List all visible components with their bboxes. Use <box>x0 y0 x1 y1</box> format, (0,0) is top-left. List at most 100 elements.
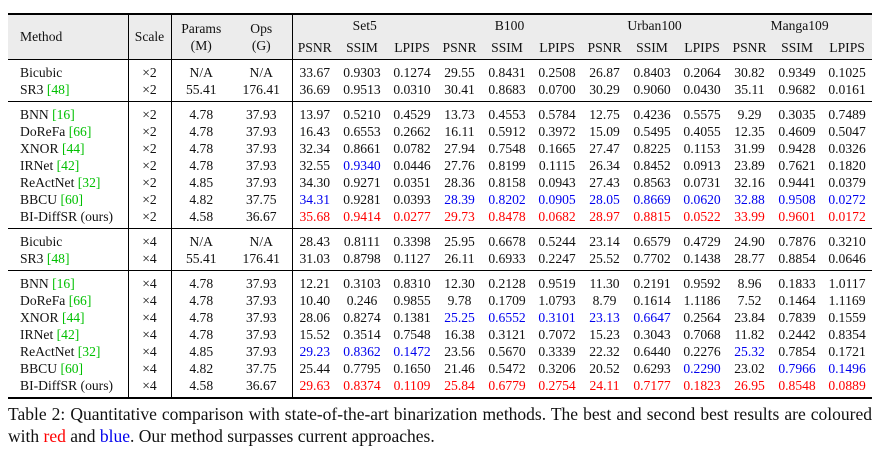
metric-cell: 0.4609 <box>778 123 816 139</box>
method-name: ReActNet <box>20 174 75 190</box>
citation-ref: [44] <box>61 140 85 156</box>
scale-cell: ×4 <box>128 376 172 398</box>
metric-cell: 0.2290 <box>683 360 721 376</box>
metric-cell: 7.52 <box>737 292 762 308</box>
citation-ref: [42] <box>56 326 80 342</box>
params-cell: 4.78 <box>189 157 214 173</box>
metric-cell: 0.9519 <box>538 275 576 291</box>
metric-cell: 0.6553 <box>343 123 381 139</box>
method-cell: XNOR [44] <box>8 139 129 157</box>
metric-cell: 0.0326 <box>828 140 866 156</box>
col-header-scale: Scale <box>128 14 172 60</box>
metric-cell: 34.31 <box>299 191 331 207</box>
scale-cell: ×4 <box>128 359 172 377</box>
metric-cell: 0.0430 <box>683 81 721 97</box>
metric-cell: 12.21 <box>299 275 331 291</box>
metric-cell: 0.7839 <box>778 309 816 325</box>
metric-cell: 0.6678 <box>488 233 526 249</box>
method-cell: BNN [16] <box>8 101 129 123</box>
metric-cell: 0.6647 <box>633 309 671 325</box>
metric-cell: 15.52 <box>299 326 331 342</box>
metric-cell: 0.7876 <box>778 233 816 249</box>
results-table: Method Scale Params (M) Ops (G) Set5 B100 Urban1… <box>8 13 873 399</box>
metric-cell: 0.3121 <box>488 326 526 342</box>
metric-cell: 0.9060 <box>633 81 671 97</box>
metric-cell: 23.14 <box>589 233 620 249</box>
table-row: DoReFa [66] ×2 4.78 37.93 16.43 0.6553 0.2662 1… <box>8 122 872 140</box>
col-header-method: Method <box>8 14 129 60</box>
scale-cell: ×4 <box>128 325 172 343</box>
method-name: BNN <box>20 106 49 122</box>
citation-ref: [32] <box>77 343 101 359</box>
scale-cell: ×2 <box>128 190 172 208</box>
table-row: Bicubic ×2 N/A N/A 33.67 0.9303 0.1274 29.55 0.8… <box>8 59 872 81</box>
metric-cell: 0.1464 <box>778 292 816 308</box>
metric-cell: 0.3972 <box>538 123 576 139</box>
method-cell: BNN [16] <box>8 270 129 292</box>
metric-cell: 0.0682 <box>538 208 576 224</box>
metric-cell: 28.06 <box>299 309 331 325</box>
metric-cell: 0.2442 <box>778 326 816 342</box>
metric-cell: 0.0522 <box>683 208 721 224</box>
dataset-group-header: B100 <box>494 18 525 33</box>
metric-cell: 0.4055 <box>683 123 721 139</box>
metric-cell: 0.4553 <box>488 106 526 122</box>
metric-header: SSIM <box>636 40 668 55</box>
metric-cell: 0.1438 <box>683 250 721 266</box>
metric-cell: 31.03 <box>299 250 331 266</box>
metric-cell: 0.3398 <box>393 233 431 249</box>
metric-header: SSIM <box>781 40 813 55</box>
metric-cell: 34.30 <box>299 174 331 190</box>
metric-header: PSNR <box>297 40 332 55</box>
metric-cell: 0.8452 <box>633 157 671 173</box>
metric-cell: 28.39 <box>444 191 475 207</box>
method-name: BBCU <box>20 360 58 376</box>
metric-cell: 0.9281 <box>343 191 381 207</box>
metric-cell: 0.3035 <box>778 106 816 122</box>
metric-cell: 0.9340 <box>343 157 381 173</box>
metric-cell: 0.7702 <box>633 250 671 266</box>
metric-cell: 16.38 <box>444 326 475 342</box>
method-cell: SR3 [48] <box>8 249 129 271</box>
metric-cell: 29.55 <box>444 64 475 80</box>
metric-cell: 0.246 <box>346 292 378 308</box>
metric-cell: 10.40 <box>299 292 331 308</box>
citation-ref: [44] <box>61 309 85 325</box>
table-block: Bicubic ×4 N/A N/A 28.43 0.8111 0.3398 25.95 0.6… <box>8 228 873 271</box>
metric-cell: 25.25 <box>444 309 475 325</box>
metric-cell: 32.34 <box>299 140 331 156</box>
metric-cell: 0.8798 <box>343 250 381 266</box>
metric-cell: 0.8669 <box>633 191 671 207</box>
metric-cell: 0.0172 <box>828 208 866 224</box>
metric-cell: 13.73 <box>444 106 475 122</box>
method-name: DoReFa <box>20 292 66 308</box>
metric-cell: 0.5575 <box>683 106 721 122</box>
metric-cell: 27.43 <box>589 174 620 190</box>
method-cell: BI-DiffSR (ours) <box>8 376 129 398</box>
method-name: BI-DiffSR (ours) <box>20 208 114 224</box>
metric-cell: 25.44 <box>299 360 331 376</box>
citation-ref: [60] <box>60 191 84 207</box>
metric-cell: 28.05 <box>589 191 620 207</box>
metric-cell: 0.1709 <box>488 292 526 308</box>
metric-cell: 36.69 <box>299 81 331 97</box>
metric-cell: 0.2754 <box>538 377 576 393</box>
col-header-params-line1: Params <box>181 21 222 36</box>
metric-cell: 0.8374 <box>343 377 381 393</box>
table-block: BNN [16] ×4 4.78 37.93 12.21 0.3103 0.8310 12.3… <box>8 270 873 398</box>
metric-cell: 0.6579 <box>633 233 671 249</box>
metric-cell: 8.96 <box>737 275 762 291</box>
citation-ref: [42] <box>56 157 80 173</box>
metric-cell: 29.63 <box>299 377 331 393</box>
metric-cell: 0.1472 <box>393 343 431 359</box>
metric-cell: 31.99 <box>734 140 765 156</box>
metric-cell: 27.47 <box>589 140 620 156</box>
metric-cell: 20.52 <box>589 360 620 376</box>
params-cell: 4.82 <box>189 360 214 376</box>
metric-cell: 23.02 <box>734 360 765 376</box>
metric-cell: 0.1153 <box>683 140 721 156</box>
scale-cell: ×2 <box>128 122 172 140</box>
ops-cell: 37.93 <box>231 156 293 174</box>
ops-cell: 176.41 <box>231 80 293 102</box>
metric-cell: 0.0731 <box>683 174 721 190</box>
